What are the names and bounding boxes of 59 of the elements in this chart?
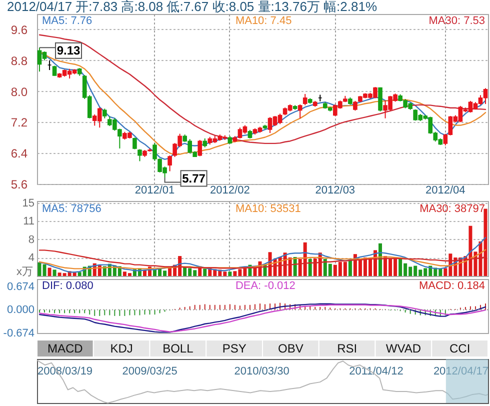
y-tick-label: 8 — [28, 234, 34, 246]
series-label: MACD: 0.184 — [418, 280, 485, 292]
text: MA10: 7.45 — [235, 15, 292, 27]
candlestick — [138, 148, 142, 162]
line-series — [38, 236, 486, 273]
text: WVAD — [386, 342, 422, 356]
y-tick-label: 0.674 — [6, 280, 34, 293]
x-tick-label: 2012/03 — [315, 184, 356, 196]
candlestick — [302, 93, 308, 106]
annotation: 9.13 — [56, 44, 81, 58]
text: KDJ — [110, 342, 133, 356]
y-axis-title: x万 — [16, 266, 33, 278]
text: PSY — [222, 342, 246, 356]
x-tick-label: 2009/03/25 — [122, 366, 178, 378]
text: RSI — [337, 342, 358, 356]
x-tick-label: 2008/03/19 — [38, 366, 93, 378]
bar — [52, 270, 56, 276]
x-tick-label: 2012/02 — [210, 184, 250, 196]
text: DIF: 0.080 — [42, 280, 94, 292]
y-tick-label: 8.0 — [10, 84, 28, 99]
y-tick-label: 11 — [23, 216, 34, 228]
chart-title: 2012/04/17 开:7.83 高:8.08 低:7.67 收:8.05 量:13.76万 幅:2.81% — [7, 0, 378, 14]
candlestick — [168, 154, 172, 172]
text: MA30: 7.53 — [428, 15, 485, 27]
y-tick-label: -0.674 — [3, 328, 34, 340]
y-tick-label: 0.000 — [6, 304, 34, 316]
bar — [348, 260, 352, 276]
x-tick-label: 2012/04 — [426, 184, 466, 196]
candlestick — [378, 86, 382, 112]
bar — [203, 268, 207, 276]
text: OBV — [278, 342, 304, 356]
candlestick — [353, 100, 358, 112]
bar — [228, 272, 232, 276]
y-tick-label: 6.4 — [10, 146, 28, 161]
annotation: 5.77 — [182, 171, 206, 186]
candlestick — [298, 104, 302, 119]
text: MACD — [48, 342, 84, 356]
bar — [308, 258, 312, 276]
line-series — [38, 34, 486, 144]
candlestick — [102, 108, 107, 119]
x-tick-label: 2011/04/12 — [349, 366, 404, 378]
y-tick-label: 7.2 — [10, 116, 28, 130]
x-tick-label: 2010/03/30 — [234, 366, 290, 378]
y-tick-label: 5.6 — [10, 178, 28, 192]
x-tick-label: 2012/01 — [134, 184, 175, 196]
text: MA5: 78756 — [42, 203, 102, 215]
y-tick-label: 9.6 — [10, 22, 28, 37]
y-tick-label: 15 — [22, 197, 34, 210]
text: MA10: 53531 — [235, 203, 301, 215]
bar — [48, 268, 52, 276]
text: BOLL — [162, 342, 194, 356]
candlestick — [198, 139, 202, 157]
text: CCI — [449, 342, 470, 356]
y-tick-label: 4 — [28, 252, 34, 264]
text: MA5: 7.76 — [42, 15, 92, 27]
text: MA30: 38797 — [420, 203, 485, 215]
x-tick-label: 2012/04/17 — [433, 366, 488, 378]
y-tick-label: 8.8 — [10, 54, 28, 68]
series-label: DEA: -0.012 — [235, 280, 296, 292]
